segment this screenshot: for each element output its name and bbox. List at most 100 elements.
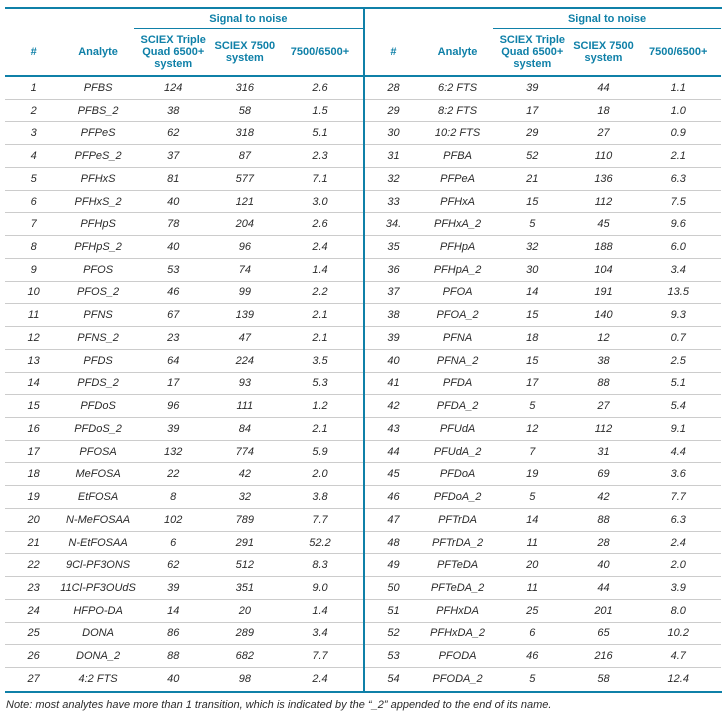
table-row: 54 PFODA_2 5 58 12.4 bbox=[365, 668, 721, 691]
sn-6500-value: 46 bbox=[167, 286, 180, 299]
sn-ratio-value: 2.4 bbox=[312, 673, 328, 686]
sn-ratio-value: 2.4 bbox=[670, 536, 686, 549]
row-number: 39 bbox=[387, 331, 400, 344]
sn-ratio-value: 3.5 bbox=[312, 354, 328, 367]
row-number: 47 bbox=[387, 513, 400, 526]
sn-7500-value: 47 bbox=[238, 331, 251, 344]
sn-ratio-value: 2.2 bbox=[312, 286, 328, 299]
sn-ratio-value: 2.0 bbox=[670, 559, 686, 572]
sn-ratio-value: 0.9 bbox=[670, 127, 686, 140]
sn-6500-value: 17 bbox=[526, 104, 539, 117]
sn-6500-value: 52 bbox=[526, 150, 539, 163]
column-header-7500-system: SCIEX 7500 system bbox=[573, 40, 634, 64]
table-row: 4 PFPeS_2 37 87 2.3 bbox=[5, 145, 363, 168]
sn-ratio-value: 0.7 bbox=[670, 331, 686, 344]
sn-ratio-value: 5.4 bbox=[670, 400, 686, 413]
row-number: 9 bbox=[30, 263, 37, 276]
sn-ratio-value: 5.3 bbox=[312, 377, 328, 390]
analyte-name: PFTeDA_2 bbox=[430, 582, 485, 595]
sn-ratio-value: 3.6 bbox=[670, 468, 686, 481]
sn-6500-value: 78 bbox=[167, 218, 180, 231]
sn-6500-value: 40 bbox=[167, 241, 180, 253]
sn-6500-value: 67 bbox=[167, 309, 180, 322]
sn-ratio-value: 1.4 bbox=[312, 263, 328, 276]
table-row: 42 PFDA_2 5 27 5.4 bbox=[365, 395, 721, 419]
analyte-name: PFUdA_2 bbox=[433, 445, 482, 458]
sn-7500-value: 44 bbox=[597, 582, 610, 595]
sn-7500-value: 27 bbox=[597, 127, 610, 140]
table-row: 44 PFUdA_2 7 31 4.4 bbox=[365, 441, 721, 464]
sn-7500-value: 65 bbox=[597, 627, 610, 640]
table-row: 36 PFHpA_2 30 104 3.4 bbox=[365, 259, 721, 282]
table-row: 39 PFNA 18 12 0.7 bbox=[365, 327, 721, 350]
sn-6500-value: 62 bbox=[167, 127, 180, 140]
row-number: 51 bbox=[387, 604, 400, 617]
table-row: 1 PFBS 124 316 2.6 bbox=[5, 77, 363, 100]
table-row: 3 PFPeS 62 318 5.1 bbox=[5, 122, 363, 146]
analyte-name: PFOS_2 bbox=[76, 286, 120, 299]
row-number: 54 bbox=[387, 673, 400, 686]
analyte-name: PFHpS bbox=[80, 218, 116, 231]
table-row: 31 PFBA 52 110 2.1 bbox=[365, 145, 721, 168]
analyte-name: PFHxDA_2 bbox=[430, 627, 486, 640]
sn-7500-value: 136 bbox=[594, 172, 613, 185]
sn-6500-value: 17 bbox=[526, 377, 539, 390]
sn-6500-value: 124 bbox=[164, 81, 183, 94]
sn-7500-value: 318 bbox=[235, 127, 254, 140]
sn-6500-value: 88 bbox=[167, 650, 180, 663]
sn-7500-value: 316 bbox=[235, 81, 254, 94]
sn-6500-value: 30 bbox=[526, 263, 539, 276]
sn-ratio-value: 3.0 bbox=[312, 195, 328, 208]
row-number: 15 bbox=[27, 400, 40, 413]
sn-7500-value: 682 bbox=[235, 650, 254, 663]
sn-ratio-value: 3.4 bbox=[312, 627, 328, 640]
sn-ratio-value: 5.1 bbox=[670, 377, 686, 390]
sn-7500-value: 98 bbox=[238, 673, 251, 686]
table-row: 33 PFHxA 15 112 7.5 bbox=[365, 191, 721, 214]
sn-7500-value: 191 bbox=[594, 286, 613, 299]
row-number: 12 bbox=[27, 331, 40, 344]
analyte-name: PFBS_2 bbox=[77, 104, 119, 117]
table-header-right: Signal to noise # Analyte SCIEX Triple Q… bbox=[365, 9, 721, 77]
table-row: 6 PFHxS_2 40 121 3.0 bbox=[5, 191, 363, 214]
sn-7500-value: 40 bbox=[597, 559, 610, 572]
sn-6500-value: 19 bbox=[526, 468, 539, 481]
sn-7500-value: 789 bbox=[235, 513, 254, 526]
analyte-name: HFPO-DA bbox=[73, 604, 123, 617]
row-number: 18 bbox=[27, 468, 40, 481]
analyte-name: 4:2 FTS bbox=[78, 673, 118, 686]
analyte-name: PFHpA bbox=[439, 241, 476, 253]
sn-6500-value: 5 bbox=[529, 218, 536, 231]
row-number: 10 bbox=[27, 286, 40, 299]
sn-6500-value: 22 bbox=[167, 468, 180, 481]
row-number: 24 bbox=[27, 604, 40, 617]
sn-6500-value: 14 bbox=[167, 604, 180, 617]
row-number: 8 bbox=[30, 241, 37, 253]
sn-ratio-value: 2.0 bbox=[312, 468, 328, 481]
table-right-half: Signal to noise # Analyte SCIEX Triple Q… bbox=[363, 9, 721, 691]
sn-6500-value: 32 bbox=[526, 241, 539, 253]
sn-ratio-value: 9.3 bbox=[670, 309, 686, 322]
table-row: 40 PFNA_2 15 38 2.5 bbox=[365, 350, 721, 373]
sn-6500-value: 38 bbox=[167, 104, 180, 117]
row-number: 42 bbox=[387, 400, 400, 413]
analyte-name: PFHpS_2 bbox=[74, 241, 122, 253]
sn-7500-value: 88 bbox=[597, 513, 610, 526]
table-row: 38 PFOA_2 15 140 9.3 bbox=[365, 304, 721, 328]
table-row: 34. PFHxA_2 5 45 9.6 bbox=[365, 213, 721, 237]
sn-6500-value: 17 bbox=[167, 377, 180, 390]
sn-ratio-value: 9.6 bbox=[670, 218, 686, 231]
table-row: 14 PFDS_2 17 93 5.3 bbox=[5, 373, 363, 396]
sn-6500-value: 132 bbox=[164, 445, 183, 458]
table-row: 41 PFDA 17 88 5.1 bbox=[365, 373, 721, 396]
table-row: 12 PFNS_2 23 47 2.1 bbox=[5, 327, 363, 350]
sn-7500-value: 28 bbox=[597, 536, 610, 549]
sn-ratio-value: 2.4 bbox=[312, 241, 328, 253]
table-row: 25 DONA 86 289 3.4 bbox=[5, 623, 363, 646]
row-number: 27 bbox=[27, 673, 40, 686]
sn-6500-value: 11 bbox=[526, 582, 538, 595]
sn-7500-value: 69 bbox=[597, 468, 610, 481]
row-number: 26 bbox=[27, 650, 40, 663]
row-number: 50 bbox=[387, 582, 400, 595]
row-number: 7 bbox=[30, 218, 37, 231]
